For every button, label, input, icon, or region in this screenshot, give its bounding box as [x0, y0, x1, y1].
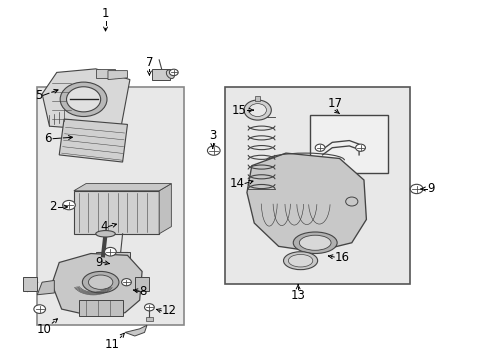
Polygon shape — [59, 119, 127, 162]
Text: 15: 15 — [232, 104, 246, 117]
Ellipse shape — [299, 235, 330, 250]
Text: 3: 3 — [209, 129, 216, 142]
Circle shape — [122, 279, 131, 286]
Text: 10: 10 — [37, 323, 52, 337]
Text: 11: 11 — [105, 338, 120, 351]
Circle shape — [144, 304, 154, 311]
Text: 6: 6 — [44, 132, 52, 145]
Circle shape — [248, 104, 266, 117]
Text: 1: 1 — [102, 8, 109, 21]
Bar — [96, 69, 115, 78]
Polygon shape — [74, 184, 171, 191]
Ellipse shape — [283, 252, 317, 270]
Text: 8: 8 — [140, 285, 147, 298]
Polygon shape — [42, 69, 130, 132]
Text: 9: 9 — [427, 183, 434, 195]
Bar — [255, 96, 260, 102]
Circle shape — [244, 100, 271, 120]
Circle shape — [60, 82, 107, 117]
Polygon shape — [159, 184, 171, 234]
Circle shape — [66, 87, 101, 112]
Ellipse shape — [96, 230, 115, 237]
Ellipse shape — [88, 275, 113, 289]
Text: 2: 2 — [49, 201, 57, 213]
Circle shape — [169, 69, 178, 76]
Text: 14: 14 — [229, 177, 244, 190]
Polygon shape — [125, 325, 147, 336]
Ellipse shape — [82, 271, 119, 293]
Polygon shape — [52, 253, 142, 316]
Circle shape — [355, 144, 365, 151]
Circle shape — [34, 305, 45, 314]
Bar — [96, 252, 130, 259]
Ellipse shape — [293, 232, 336, 253]
Text: 5: 5 — [35, 89, 42, 102]
Polygon shape — [246, 153, 366, 252]
Bar — [224, 87, 409, 284]
Text: 4: 4 — [100, 220, 108, 233]
Text: 9: 9 — [95, 256, 103, 269]
Circle shape — [409, 184, 422, 194]
Circle shape — [315, 144, 325, 151]
Bar — [310, 116, 387, 173]
Circle shape — [207, 146, 220, 155]
Text: 16: 16 — [334, 251, 349, 264]
Ellipse shape — [345, 197, 357, 206]
Bar — [37, 87, 183, 325]
Text: 12: 12 — [161, 305, 176, 318]
Bar — [152, 69, 170, 80]
Text: 17: 17 — [326, 97, 342, 110]
Ellipse shape — [288, 255, 312, 267]
Bar — [74, 191, 159, 234]
Bar — [146, 317, 153, 320]
Text: 13: 13 — [290, 289, 305, 302]
Bar — [135, 277, 149, 291]
Circle shape — [104, 247, 116, 256]
Circle shape — [62, 201, 75, 210]
Bar — [79, 300, 122, 316]
Text: 7: 7 — [145, 56, 153, 69]
Ellipse shape — [166, 70, 174, 78]
Bar — [22, 277, 37, 291]
Polygon shape — [108, 71, 127, 80]
Polygon shape — [37, 280, 54, 295]
